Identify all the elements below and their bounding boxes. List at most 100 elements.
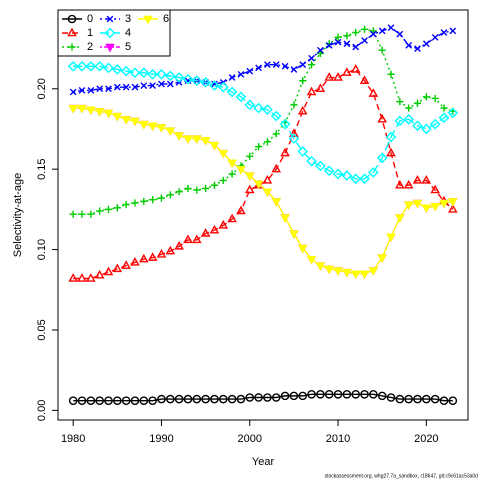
point xyxy=(378,46,386,54)
point xyxy=(140,82,148,89)
point xyxy=(164,70,176,82)
point xyxy=(422,394,431,404)
point xyxy=(255,64,262,72)
point xyxy=(149,196,157,204)
x-tick-label: 2010 xyxy=(326,433,350,445)
point xyxy=(440,104,448,112)
point xyxy=(200,228,211,237)
point xyxy=(113,204,121,212)
point xyxy=(324,265,335,275)
point xyxy=(307,389,316,399)
point xyxy=(121,116,131,125)
point xyxy=(333,72,343,81)
point xyxy=(271,198,282,207)
point xyxy=(395,179,405,189)
point xyxy=(439,199,449,209)
point xyxy=(244,172,255,182)
point xyxy=(86,396,96,405)
point xyxy=(209,80,220,91)
point xyxy=(289,230,299,239)
point xyxy=(307,61,316,69)
point xyxy=(377,391,387,401)
point xyxy=(130,257,140,266)
point xyxy=(103,62,114,74)
point xyxy=(139,120,149,130)
point xyxy=(387,24,395,32)
point xyxy=(131,83,139,91)
point xyxy=(448,203,458,213)
point xyxy=(209,141,220,151)
point xyxy=(288,133,300,144)
point xyxy=(253,102,264,114)
point xyxy=(403,179,414,189)
point xyxy=(113,83,121,91)
point xyxy=(246,67,254,75)
point xyxy=(430,184,440,194)
point xyxy=(193,186,201,194)
point xyxy=(396,30,404,38)
point xyxy=(448,396,458,405)
legend-label: 5 xyxy=(125,41,131,53)
point xyxy=(140,197,148,205)
point xyxy=(449,27,457,35)
point xyxy=(219,176,227,185)
point xyxy=(68,396,78,405)
legend-label: 2 xyxy=(87,41,93,53)
plot-frame xyxy=(57,9,469,421)
point xyxy=(85,60,97,72)
point xyxy=(368,267,379,276)
point xyxy=(246,152,254,160)
point xyxy=(104,205,113,213)
point xyxy=(341,170,353,181)
point xyxy=(315,262,326,272)
point xyxy=(105,85,112,93)
point xyxy=(104,396,113,405)
point xyxy=(227,213,237,223)
series-line xyxy=(73,65,454,180)
point xyxy=(290,66,298,73)
point xyxy=(262,175,273,184)
point xyxy=(387,70,395,78)
point xyxy=(87,87,95,94)
legend-marker xyxy=(67,27,77,37)
point xyxy=(174,240,184,250)
point xyxy=(334,33,342,41)
point xyxy=(315,83,326,93)
point xyxy=(96,85,104,93)
point xyxy=(431,33,439,41)
point xyxy=(262,104,273,115)
point xyxy=(200,77,211,88)
point xyxy=(244,99,256,111)
point xyxy=(439,396,449,405)
point xyxy=(316,389,325,399)
point xyxy=(69,88,77,96)
legend-label: 4 xyxy=(125,27,131,39)
point xyxy=(394,115,406,127)
point xyxy=(280,147,290,157)
point xyxy=(200,137,211,146)
point xyxy=(217,81,229,93)
point xyxy=(113,396,122,405)
point xyxy=(121,260,131,269)
point xyxy=(352,43,360,51)
point xyxy=(165,245,176,255)
point xyxy=(306,255,317,265)
point xyxy=(262,188,273,198)
point xyxy=(112,112,123,122)
point xyxy=(86,106,96,116)
point xyxy=(103,109,114,119)
point xyxy=(147,122,158,132)
point xyxy=(254,143,263,151)
point xyxy=(69,210,77,218)
point xyxy=(235,91,247,103)
point xyxy=(166,80,174,88)
point xyxy=(183,135,193,145)
point xyxy=(413,394,422,404)
point xyxy=(78,210,86,218)
legend-marker xyxy=(104,27,116,39)
point xyxy=(210,394,219,404)
point xyxy=(271,393,281,402)
point xyxy=(369,389,378,399)
point xyxy=(218,394,228,404)
point xyxy=(281,62,289,70)
